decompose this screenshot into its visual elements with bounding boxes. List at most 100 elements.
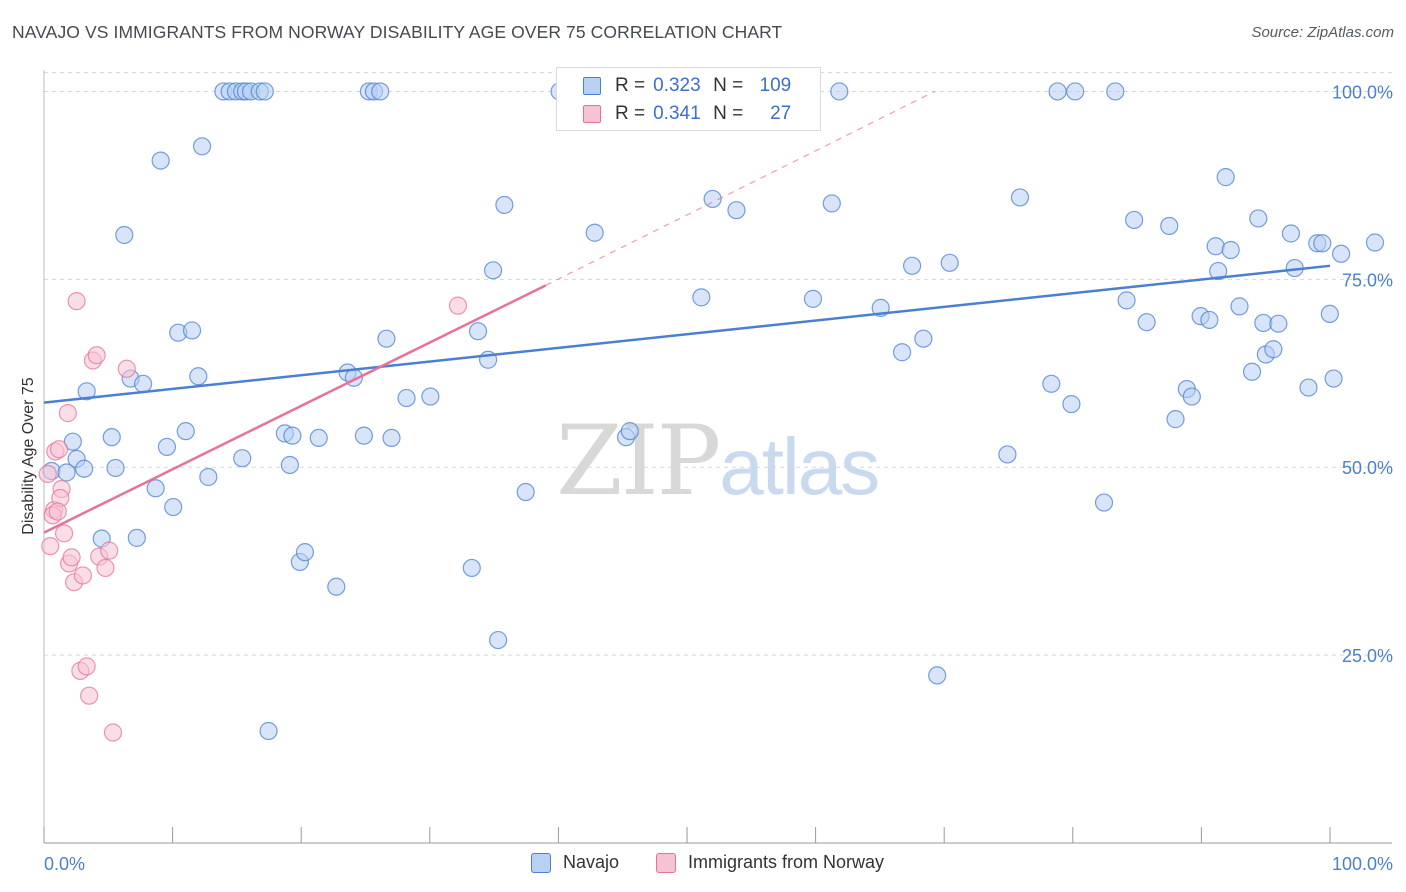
norway-point — [58, 404, 77, 423]
legend-n-label: N = — [713, 103, 744, 124]
norway-point — [77, 657, 96, 676]
norway-point — [103, 723, 123, 742]
navajo-point — [192, 137, 212, 156]
legend-r-label: R = — [615, 75, 646, 96]
navajo-point — [295, 543, 315, 562]
navajo-point — [1313, 234, 1332, 253]
navajo-trendline — [43, 264, 1331, 404]
navajo-point — [1209, 261, 1228, 281]
navajo-point — [63, 432, 82, 451]
norway-point — [54, 524, 74, 543]
legend-n-label: N = — [713, 75, 744, 96]
navajo-point — [327, 577, 346, 596]
legend-r-value: 0.323 — [653, 75, 701, 96]
navajo-point — [259, 721, 278, 741]
navajo-point — [354, 426, 373, 445]
navajo-point — [146, 479, 165, 498]
watermark-zip: ZIP — [556, 405, 721, 517]
navajo-point — [1249, 209, 1268, 228]
navajo-point — [1324, 369, 1343, 388]
norway-trendline — [43, 284, 547, 534]
navajo-point — [382, 428, 401, 448]
watermark: ZIPatlas — [556, 405, 880, 517]
legend-swatch-norway — [583, 105, 601, 123]
navajo-point — [1048, 82, 1067, 101]
y-tick-label: 75.0% — [1342, 270, 1393, 290]
navajo-point — [495, 195, 514, 215]
navajo-point — [283, 426, 302, 445]
y-axis-label: Disability Age Over 75 — [20, 377, 37, 535]
navajo-point — [1125, 210, 1144, 230]
navajo-point — [1182, 387, 1201, 406]
x-tick-label-min: 0.0% — [44, 854, 85, 874]
navajo-point — [1299, 378, 1318, 397]
navajo-point — [1117, 291, 1136, 310]
series-legend-norway[interactable]: Immigrants from Norway — [656, 852, 884, 873]
navajo-point — [585, 223, 604, 242]
norway-point — [96, 558, 115, 578]
navajo-point — [483, 261, 503, 280]
y-tick-label: 25.0% — [1342, 646, 1393, 666]
navajo-point — [1010, 188, 1030, 207]
navajo-point — [822, 194, 841, 213]
series-legend-label: Navajo — [563, 852, 620, 872]
norway-point — [80, 686, 99, 705]
navajo-point — [902, 256, 922, 275]
navajo-point — [1281, 224, 1301, 243]
navajo-point — [1269, 314, 1288, 333]
navajo-point — [176, 422, 195, 441]
series-legend-navajo[interactable]: Navajo — [531, 852, 619, 873]
norway-point — [67, 292, 86, 311]
navajo-point — [77, 382, 96, 401]
navajo-point — [151, 151, 170, 170]
navajo-point — [1365, 233, 1385, 252]
navajo-point — [371, 82, 390, 101]
legend-n-value: 109 — [759, 75, 792, 96]
navajo-point — [1242, 362, 1262, 381]
norway-point — [100, 541, 119, 560]
navajo-point — [803, 289, 823, 308]
navajo-point — [157, 437, 177, 457]
navajo-point — [468, 322, 488, 341]
navajo-point — [1264, 340, 1283, 359]
legend-r-label: R = — [615, 103, 646, 124]
norway-point — [73, 566, 92, 585]
norway-point — [41, 537, 60, 556]
navajo-point — [1332, 244, 1351, 263]
navajo-point — [928, 666, 947, 685]
navajo-point — [1254, 313, 1273, 333]
navajo-point — [199, 467, 218, 487]
navajo-point — [182, 321, 202, 340]
navajo-point — [280, 455, 299, 475]
y-tick-label: 50.0% — [1342, 458, 1393, 478]
series-legend-label: Immigrants from Norway — [688, 852, 885, 872]
norway-point — [62, 548, 81, 567]
navajo-point — [309, 428, 328, 448]
series-legend: Navajo Immigrants from Norway — [0, 852, 1406, 878]
navajo-point — [164, 497, 183, 517]
x-tick-label-max: 100.0% — [1332, 854, 1393, 874]
navajo-point — [462, 558, 481, 578]
navajo-point — [397, 388, 416, 408]
norway-trendline-extension — [545, 90, 935, 286]
series-swatch-norway — [656, 852, 676, 873]
navajo-point — [1320, 304, 1339, 324]
chart-title: NAVAJO VS IMMIGRANTS FROM NORWAY DISABIL… — [12, 22, 783, 42]
navajo-point — [421, 387, 440, 406]
navajo-point — [1094, 493, 1114, 512]
navajo-point — [1106, 82, 1125, 101]
navajo-point — [727, 201, 746, 220]
legend-n-value: 27 — [770, 103, 792, 124]
navajo-point — [233, 449, 252, 468]
legend-swatch-navajo — [583, 77, 601, 95]
navajo-point — [115, 225, 134, 245]
navajo-point — [1137, 313, 1156, 332]
navajo-point — [703, 189, 722, 209]
navajo-point — [692, 288, 711, 307]
norway-point — [49, 440, 69, 459]
navajo-point — [189, 367, 208, 386]
navajo-point — [1042, 374, 1061, 393]
norway-point — [117, 359, 136, 378]
stats-legend: R = 0.323 N = 109 R = 0.341 N = 27 — [556, 67, 821, 131]
